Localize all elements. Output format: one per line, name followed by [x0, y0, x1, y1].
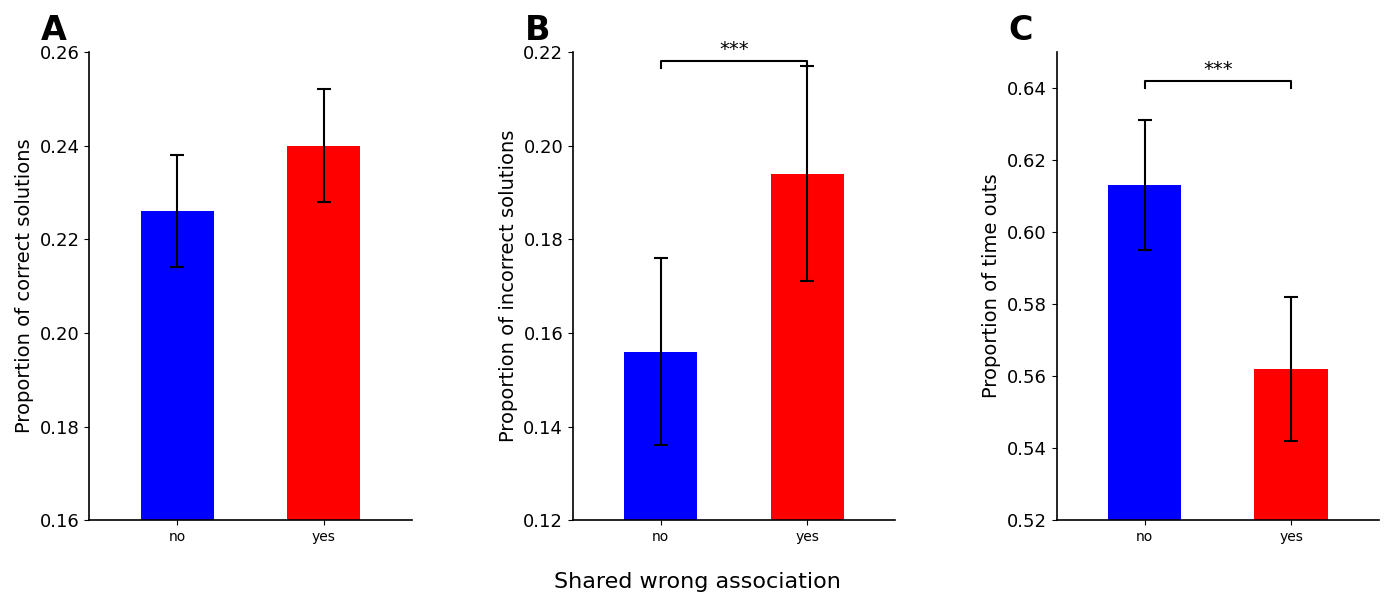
Text: C: C [1008, 14, 1033, 47]
Y-axis label: Proportion of correct solutions: Proportion of correct solutions [15, 139, 33, 434]
Bar [141, 211, 213, 598]
Bar [771, 173, 843, 598]
Text: B: B [524, 14, 551, 47]
Y-axis label: Proportion of incorrect solutions: Proportion of incorrect solutions [499, 130, 517, 443]
Text: A: A [40, 14, 67, 47]
Bar [1108, 185, 1181, 598]
Bar [625, 352, 697, 598]
Y-axis label: Proportion of time outs: Proportion of time outs [983, 174, 1001, 398]
Text: Shared wrong association: Shared wrong association [553, 572, 841, 592]
Text: ***: *** [719, 40, 749, 59]
Bar [287, 145, 361, 598]
Text: ***: *** [1203, 60, 1232, 78]
Bar [1255, 369, 1327, 598]
